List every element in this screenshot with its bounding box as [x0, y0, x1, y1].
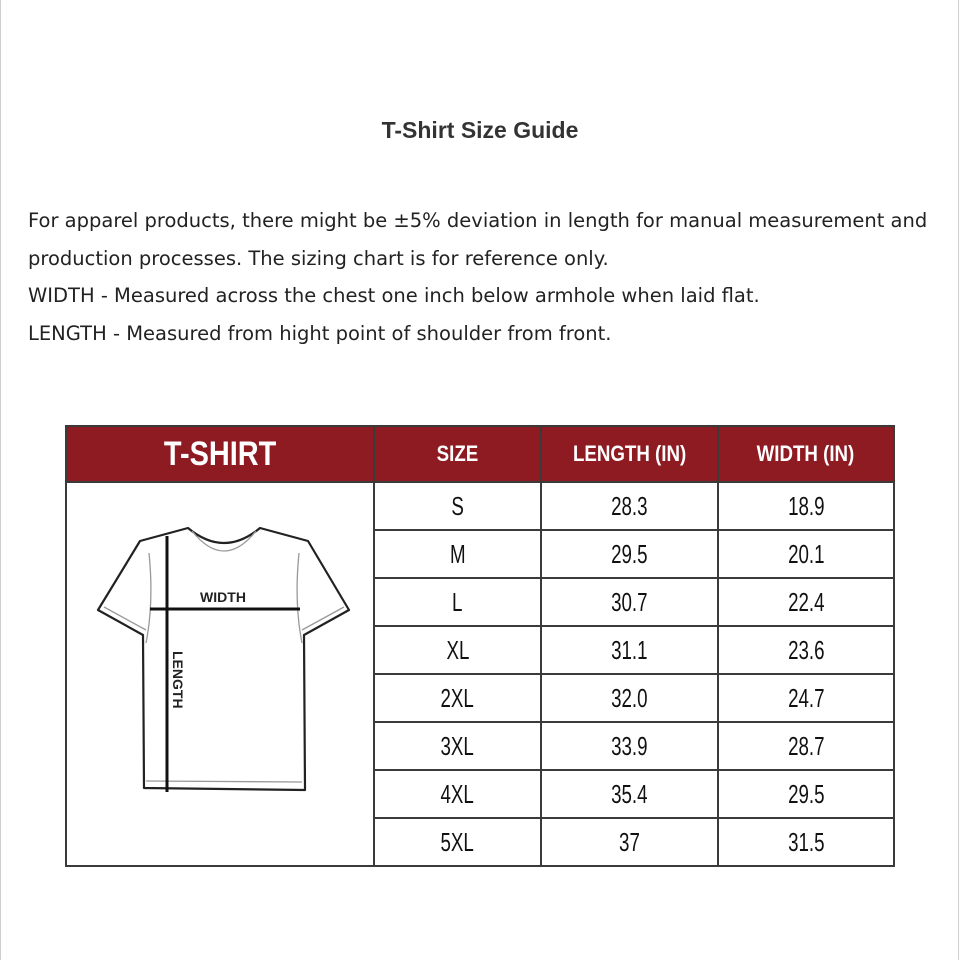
cell-width: 29.5 — [716, 769, 896, 819]
cell-size: L — [372, 577, 542, 627]
cell-length: 30.7 — [539, 577, 719, 627]
description-deviation: For apparel products, there might be ±5%… — [28, 209, 928, 270]
table-row: WIDTH LENGTH S 28.3 18.9 — [65, 481, 896, 867]
right-border — [958, 0, 959, 960]
cell-size: 3XL — [372, 721, 542, 771]
cell-size: 4XL — [372, 769, 542, 819]
cell-length: 29.5 — [539, 529, 719, 579]
length-label: LENGTH — [170, 651, 186, 709]
cell-size: 2XL — [372, 673, 542, 723]
sleeve-hems — [103, 606, 345, 631]
collar-line — [191, 530, 257, 552]
cell-size: M — [372, 529, 542, 579]
table-row: 3XL 33.9 28.7 — [66, 721, 896, 771]
header-length: LENGTH (IN) — [539, 425, 719, 483]
width-label: WIDTH — [200, 589, 246, 605]
page-title: T-Shirt Size Guide — [381, 117, 579, 143]
header-size: SIZE — [372, 425, 542, 483]
cell-width: 18.9 — [716, 481, 896, 531]
cell-length: 37 — [539, 817, 719, 867]
cell-length: 31.1 — [539, 625, 719, 675]
cell-width: 24.7 — [716, 673, 896, 723]
description: For apparel products, there might be ±5%… — [28, 202, 938, 352]
cell-size: S — [372, 481, 542, 531]
cell-length: 33.9 — [539, 721, 719, 771]
header-tshirt: T-SHIRT — [65, 425, 375, 483]
cell-width: 28.7 — [716, 721, 896, 771]
armholes — [145, 552, 303, 644]
size-chart-table: T-SHIRT SIZE LENGTH (IN) WIDTH (IN) WIDT… — [65, 425, 896, 867]
cell-width: 20.1 — [716, 529, 896, 579]
table-row: L 30.7 22.4 — [66, 577, 896, 627]
description-width: WIDTH - Measured across the chest one in… — [28, 284, 760, 307]
table-row: 2XL 32.0 24.7 — [66, 673, 896, 723]
header-width: WIDTH (IN) — [716, 425, 896, 483]
cell-size: XL — [372, 625, 542, 675]
bottom-hem — [145, 780, 302, 783]
table-row: M 29.5 20.1 — [66, 529, 896, 579]
table-row: 4XL 35.4 29.5 — [66, 769, 896, 819]
cell-length: 28.3 — [539, 481, 719, 531]
cell-length: 35.4 — [539, 769, 719, 819]
cell-size: 5XL — [372, 817, 542, 867]
cell-width: 31.5 — [716, 817, 896, 867]
tshirt-outline — [96, 526, 351, 792]
tshirt-diagram: WIDTH LENGTH — [65, 481, 375, 867]
description-length: LENGTH - Measured from hight point of sh… — [28, 321, 612, 345]
cell-length: 32.0 — [539, 673, 719, 723]
table-row: XL 31.1 23.6 — [66, 625, 896, 675]
table-header-row: T-SHIRT SIZE LENGTH (IN) WIDTH (IN) — [65, 425, 896, 483]
table-row: 5XL 37 31.5 — [66, 817, 896, 867]
cell-width: 23.6 — [716, 625, 896, 675]
left-border — [0, 0, 1, 960]
tshirt-illustration: WIDTH LENGTH — [96, 526, 351, 792]
cell-width: 22.4 — [716, 577, 896, 627]
